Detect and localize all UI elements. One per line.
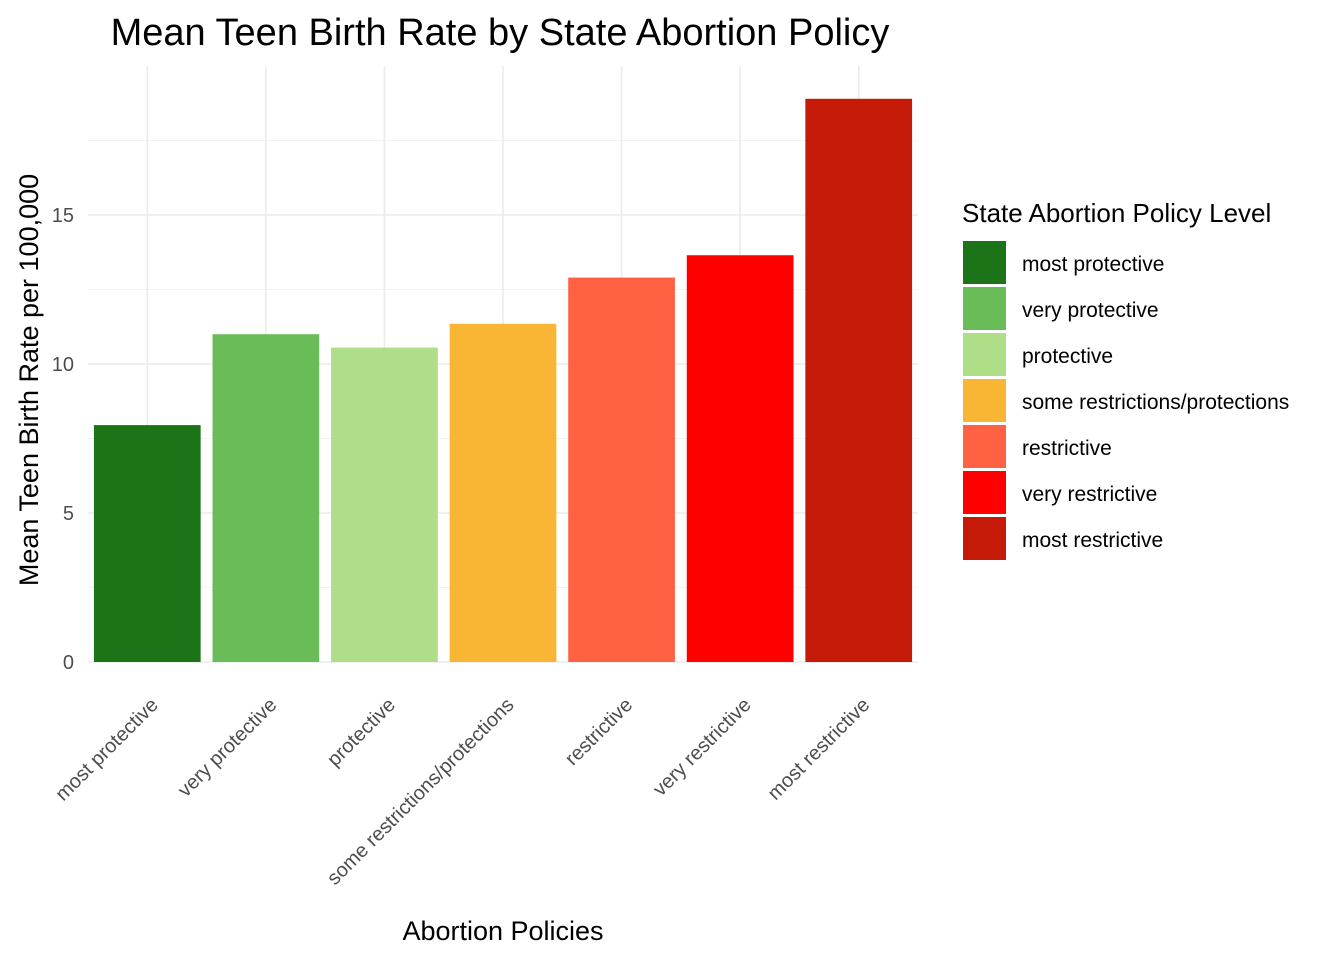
bar bbox=[212, 334, 320, 662]
x-tick-label: most protective bbox=[51, 694, 162, 805]
legend-label: most restrictive bbox=[1022, 529, 1163, 552]
legend-label: most protective bbox=[1022, 253, 1164, 276]
legend-key bbox=[963, 379, 1006, 422]
x-axis-ticks: most protective very protective protective… bbox=[51, 694, 874, 890]
y-tick-label: 10 bbox=[52, 354, 74, 376]
y-tick-label: 15 bbox=[52, 205, 74, 227]
legend-label: very protective bbox=[1022, 299, 1159, 322]
bar bbox=[568, 277, 675, 662]
y-axis-ticks: 0 5 10 15 bbox=[52, 205, 74, 674]
y-axis-title: Mean Teen Birth Rate per 100,000 bbox=[14, 174, 44, 586]
bar bbox=[331, 347, 438, 662]
bar bbox=[805, 98, 913, 662]
legend-key bbox=[963, 471, 1006, 514]
bar bbox=[686, 255, 794, 663]
legend-key bbox=[963, 287, 1006, 330]
bar bbox=[449, 323, 557, 662]
x-tick-label: very restrictive bbox=[649, 694, 756, 801]
legend-key bbox=[963, 517, 1006, 560]
legend-key bbox=[963, 425, 1006, 468]
bars bbox=[93, 98, 913, 663]
legend-label: restrictive bbox=[1022, 437, 1112, 460]
legend-key bbox=[963, 333, 1006, 376]
chart-title: Mean Teen Birth Rate by State Abortion P… bbox=[111, 12, 890, 54]
x-tick-label: some restrictions/protections bbox=[323, 694, 519, 890]
legend-label: protective bbox=[1022, 345, 1113, 368]
legend: State Abortion Policy Level most protect… bbox=[962, 198, 1289, 560]
legend-key bbox=[963, 241, 1006, 284]
x-tick-label: most restrictive bbox=[764, 694, 875, 805]
y-tick-label: 5 bbox=[63, 503, 74, 525]
x-tick-label: very protective bbox=[174, 694, 282, 802]
x-tick-label: protective bbox=[323, 694, 400, 771]
x-axis-title: Abortion Policies bbox=[402, 916, 603, 946]
bar bbox=[93, 425, 201, 662]
x-tick-label: restrictive bbox=[561, 694, 637, 770]
legend-title: State Abortion Policy Level bbox=[962, 198, 1271, 228]
legend-label: very restrictive bbox=[1022, 483, 1157, 506]
y-tick-label: 0 bbox=[63, 652, 74, 674]
legend-label: some restrictions/protections bbox=[1022, 391, 1289, 414]
